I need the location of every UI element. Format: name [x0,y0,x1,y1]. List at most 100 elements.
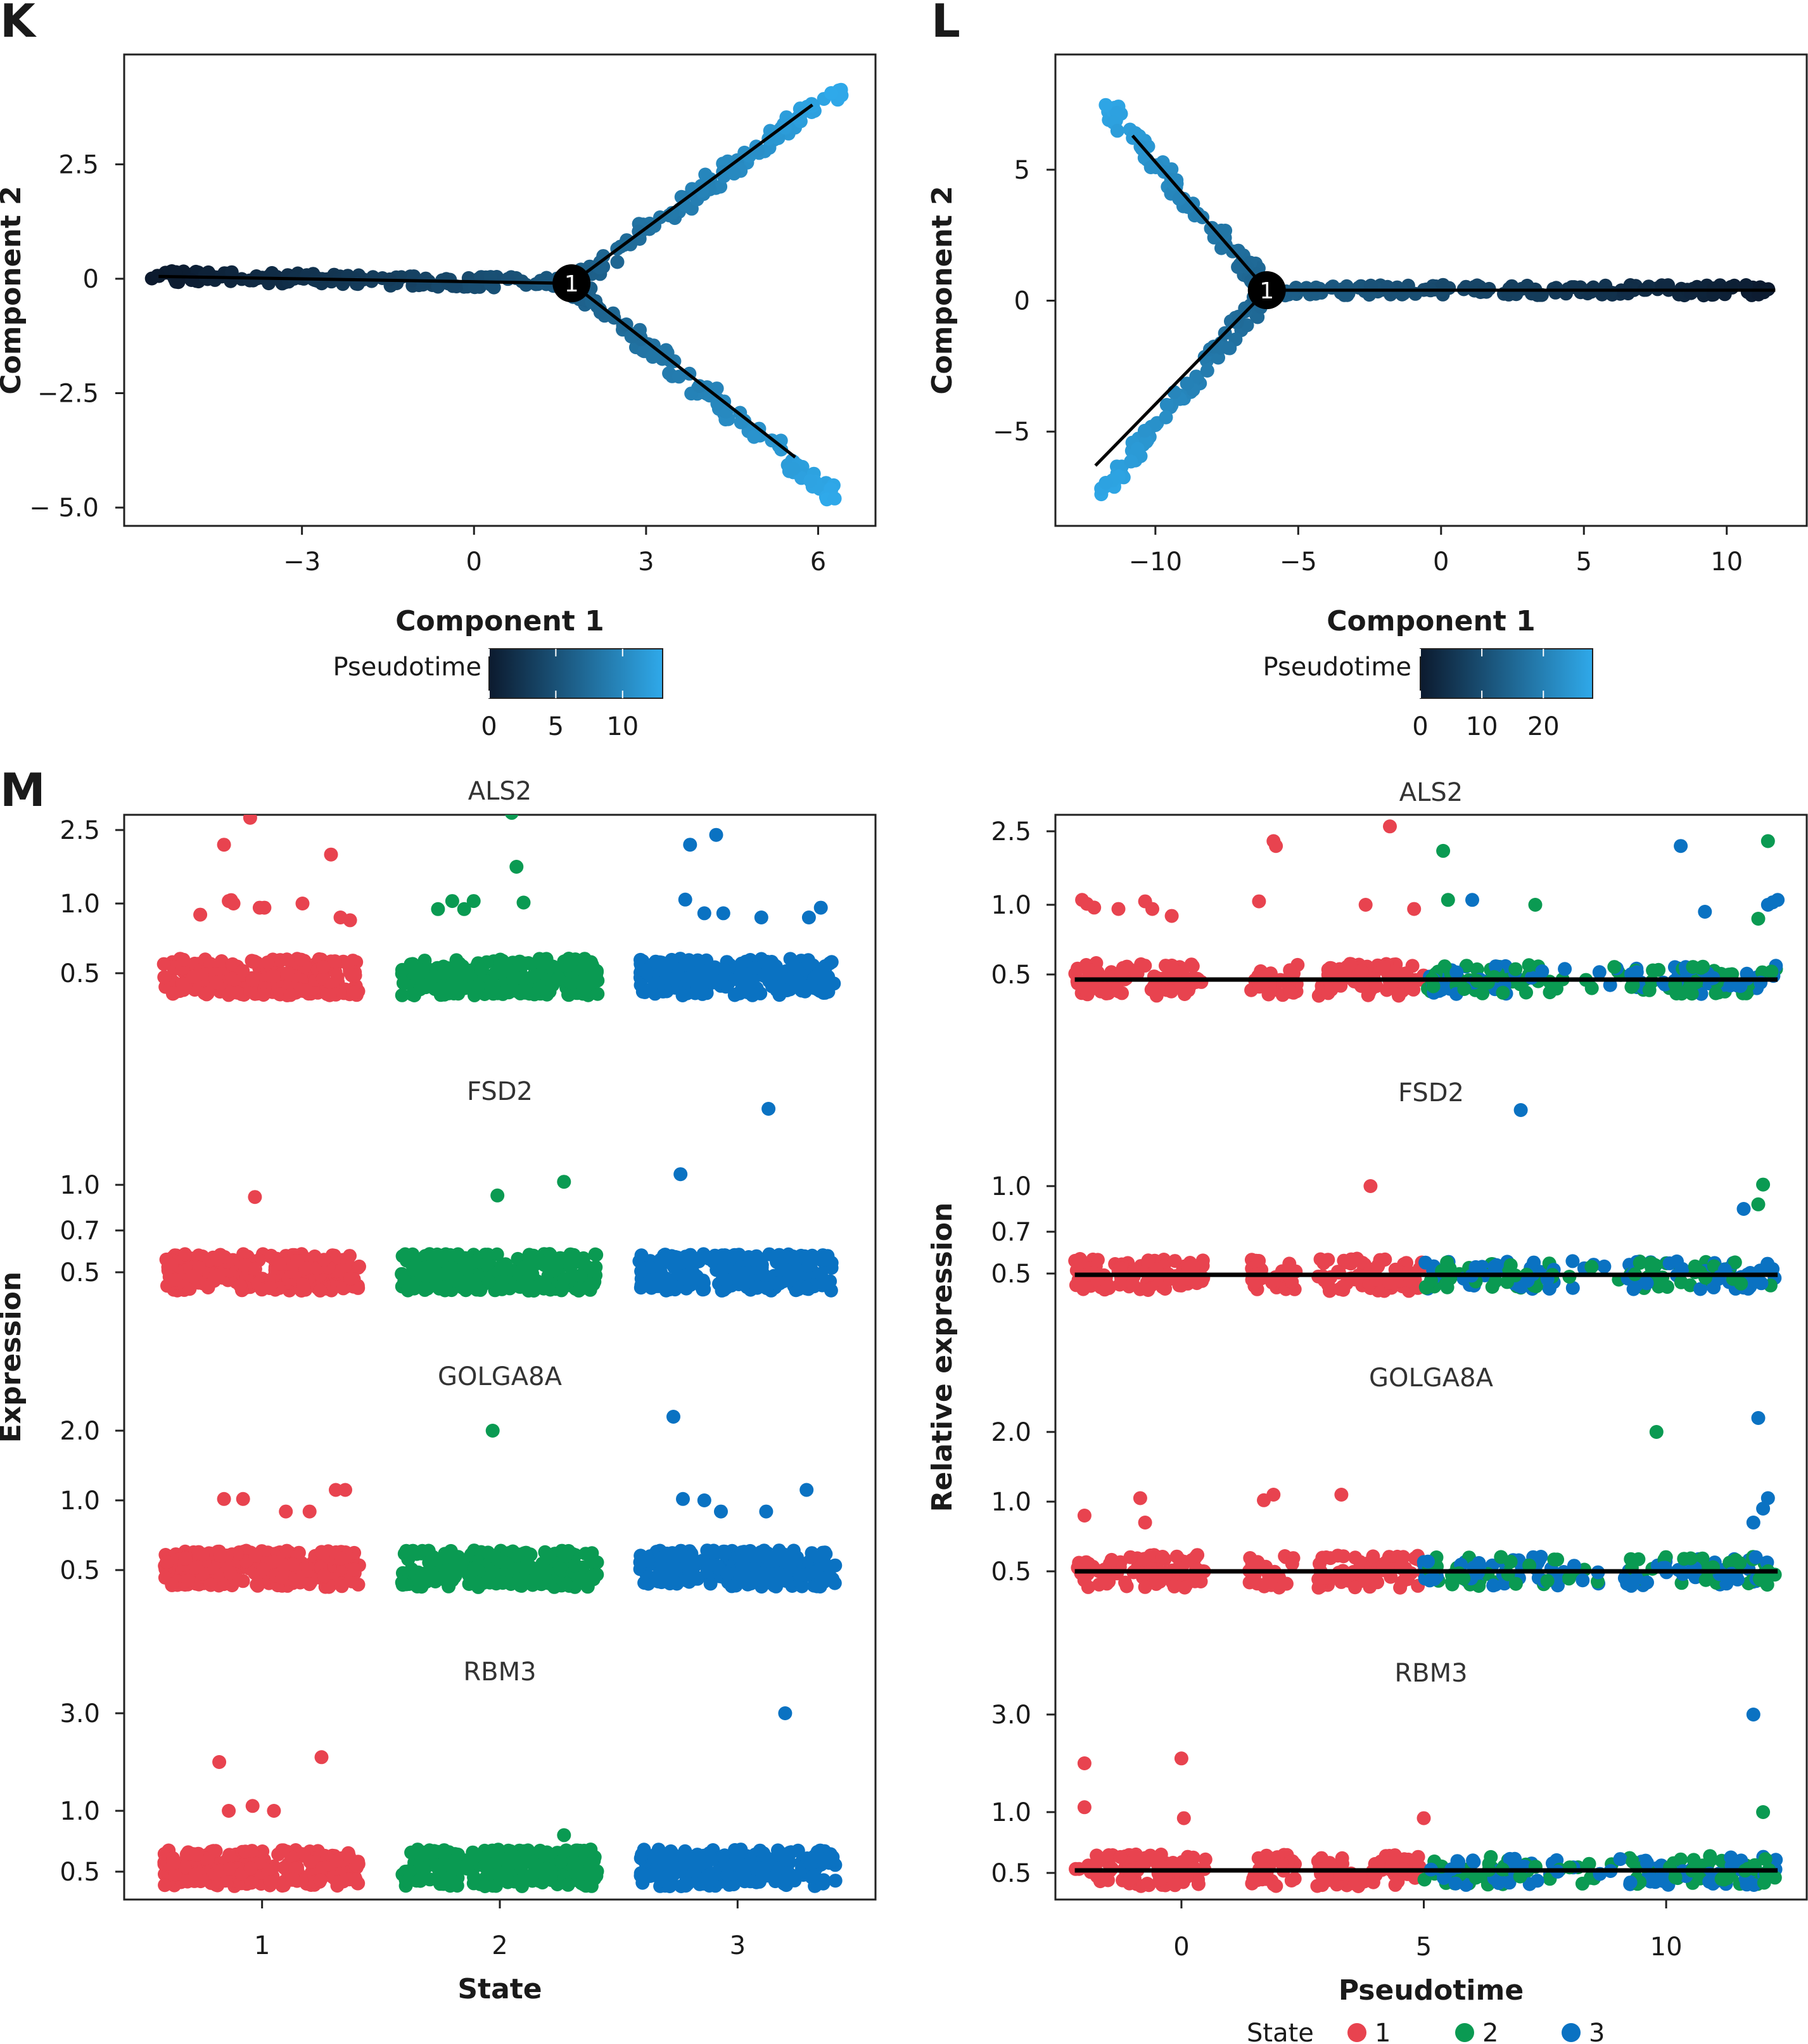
panel-m-left-cell-point [777,1547,792,1562]
panel-m-left-cell-point [773,981,787,995]
panel-m-left-cell-point [256,1562,271,1576]
panel-m-right-cell-point [1686,960,1700,974]
panel-l-cell-point [1567,280,1581,295]
panel-k-cell-point [169,267,183,282]
panel-m-right-outlier-point [1269,839,1283,853]
panel-m-left-cell-point [753,1843,767,1858]
panel-m-left-cell-point [247,954,262,969]
panel-m-left-x-axis-title: State [457,1973,542,2005]
panel-m-right-cell-point [1282,1261,1297,1275]
panel-m-left-outlier-point [799,1483,814,1497]
panel-m-left-outlier-point [801,910,816,924]
panel-m-left-outlier-point [222,1804,236,1818]
panel-m-left-outlier-point [226,897,241,910]
panel-m-left-cell-point [419,1269,433,1283]
panel-m-left-cell-point [670,1549,685,1563]
panel-l-cell-point [1684,286,1698,300]
panel-m-left-outlier-point [754,910,768,924]
panel-m-left-outlier-point [466,894,481,909]
panel-m-left-cell-point [398,1247,412,1262]
panel-m-left-outlier-point [324,847,338,862]
panel-m-right-cell-point [1155,1550,1170,1564]
panel-m-left-cell-point [687,1864,702,1879]
panel-m-left-cell-point [157,970,172,985]
panel-l-x-tick-label: −5 [1280,547,1317,577]
panel-m-right-outlier-point [1077,1509,1092,1523]
panel-letter-l: L [931,0,960,48]
panel-k-colorbar-tick-label: 5 [548,712,564,741]
panel-m-right-cell-point [1684,987,1699,1001]
panel-m-right-cell-point [1418,1255,1433,1270]
panel-m-left-cell-point [245,973,260,988]
panel-m-left-outlier-point [245,1799,260,1813]
panel-m-left-cell-point [485,1564,500,1578]
panel-m-left-cell-point [578,958,592,973]
panel-m-left-cell-point [414,1845,429,1860]
panel-m-left-y-tick-label: 2.5 [60,816,100,845]
panel-m-left-cell-point [660,971,675,985]
panel-l-cell-point [1159,410,1173,425]
panel-m-left-cell-point [201,1281,215,1294]
panel-m-left-outlier-point [716,906,730,921]
panel-m-left-cell-point [741,1858,754,1872]
panel-m-left-cell-point [497,1555,511,1569]
panel-k-cell-point [647,219,661,233]
panel-m-left-cell-point [541,1847,556,1862]
panel-m-left-cell-point [260,955,275,969]
panel-m-right-cell-point [1123,1550,1138,1564]
panel-m-left-cell-point [443,1543,458,1558]
panel-m-right-cell-point [1168,1254,1182,1268]
panel-m-right-cell-point [1426,979,1441,993]
panel-k-trajectory-plot: 1 −3 0 3 62.50−2.5− 5.0 Component 1 Compone… [0,53,877,741]
panel-l-cell-point [1124,454,1138,469]
panel-m-left-cell-point [166,1856,181,1870]
panel-m-left-cell-point [424,1553,439,1568]
panel-m-left-cell-point [316,960,331,974]
panel-m-left-cell-point [688,968,703,982]
panel-m-right-cell-point [1508,1576,1523,1591]
panel-m-left-outlier-point [697,906,711,921]
panel-m-left-cell-point [590,973,605,988]
panel-m-left-cell-point [519,1277,533,1292]
panel-m-left-cell-point [195,1547,210,1562]
panel-m-left-outlier-point [673,1167,688,1182]
panel-m-left-cell-point [637,1576,652,1590]
panel-m-left-cell-point [561,1543,576,1558]
panel-m-left-cell-point [415,965,430,980]
panel-l-colorbar-tick-label: 0 [1412,712,1428,741]
panel-m-left-cell-point [200,987,215,1000]
panel-m-right-outlier-point [1363,1179,1378,1193]
panel-m-right-cell-point [1358,1573,1372,1587]
panel-m-left-cell-point [682,1552,697,1567]
panel-m-left-outlier-point [678,892,692,907]
panel-m-right-cell-point [1376,960,1391,974]
panel-m-left-y-tick-label: 1.0 [60,1171,100,1200]
panel-m-right-outlier-point [1756,1502,1771,1516]
panel-m-right-cell-point [1766,1262,1780,1276]
panel-m-left-outlier-point [257,900,272,915]
panel-m-right-cell-point [1740,966,1754,981]
panel-l-x-axis-title: Component 1 [1327,605,1536,637]
panel-m-right-cell-point [1508,962,1523,976]
panel-m-left-cell-point [302,1577,317,1592]
panel-m-left-cell-point [663,1282,677,1296]
panel-m-left-cell-point [348,1872,363,1887]
panel-m-left-cell-point [527,1865,542,1880]
panel-m-left-cell-point [782,1559,797,1574]
panel-m-left-cell-point [658,1549,673,1563]
panel-m-left-cell-point [466,1845,480,1860]
panel-m-right-cell-point [1113,1261,1128,1275]
panel-l-cell-point [1218,224,1233,238]
panel-m-right-cell-point [1077,1573,1092,1588]
panel-m-right-cell-point [1149,988,1164,1003]
panel-m-right-cell-point [1354,964,1369,978]
panel-m-left-cell-point [587,1850,602,1864]
panel-m-left-cell-point [557,1272,572,1286]
panel-m-left-cell-point [760,1281,774,1296]
panel-m-left-cell-point [652,1870,666,1885]
panel-m-left-cell-point [789,962,803,976]
panel-m-right-cell-point [1457,982,1472,996]
panel-m-left-cell-point [715,1262,730,1276]
panel-m-left-cell-point [160,1555,174,1569]
panel-m-left-cell-point [298,983,312,998]
